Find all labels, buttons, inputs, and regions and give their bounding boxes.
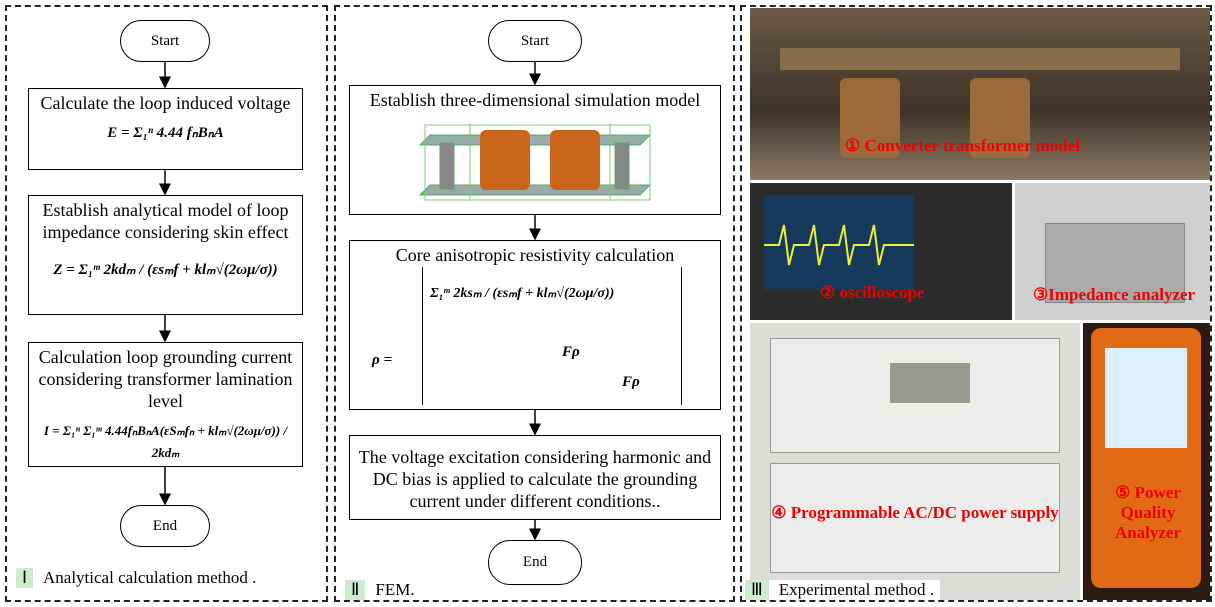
step-text: Calculate the loop induced voltage — [33, 92, 298, 114]
panel-label: Ⅲ — [745, 580, 769, 600]
step-text: Calculation loop grounding current consi… — [33, 346, 298, 412]
page: Start Calculate the loop induced voltage… — [0, 0, 1215, 607]
photo-detail — [890, 363, 970, 403]
photo-impedance-analyzer: ③Impedance analyzer — [1015, 183, 1210, 320]
model-illustration — [410, 115, 660, 205]
start-node: Start — [120, 20, 210, 62]
photo-detail — [1105, 348, 1187, 448]
step-box: Establish analytical model of loop imped… — [28, 195, 303, 315]
photo-oscilloscope: ② oscilloscope — [750, 183, 1012, 320]
caption-text: FEM. — [375, 580, 414, 600]
step-text: The voltage excitation considering harmo… — [354, 446, 716, 512]
formula: I = Σ₁ⁿ Σ₁ᵐ 4.44fₙBₙA(εSₘfₙ + klₘ√(2ωμ/σ… — [33, 420, 298, 464]
step-box: Establish three-dimensional simulation m… — [349, 85, 721, 215]
step-box: Core anisotropic resistivity calculation… — [349, 240, 721, 410]
end-node: End — [120, 505, 210, 547]
photo-label: ② oscilloscope — [820, 283, 924, 303]
formula: Fρ — [622, 371, 640, 393]
panel-label: Ⅰ — [16, 568, 33, 588]
photo-detail — [780, 48, 1180, 70]
formula: Z = Σ₁ᵐ 2kdₘ / (εsₘf + klₘ√(2ωμ/σ)) — [33, 259, 298, 281]
formula: ρ = — [372, 349, 392, 371]
photo-transformer: ① Converter transformer model — [750, 8, 1210, 180]
photo-power-quality-analyzer: ⑤ Power Quality Analyzer — [1083, 323, 1210, 600]
caption-text: Analytical calculation method . — [43, 568, 256, 588]
formula: Fρ — [562, 341, 580, 363]
step-box: Calculate the loop induced voltage E = Σ… — [28, 88, 303, 170]
caption: Ⅲ Experimental method . — [745, 580, 940, 600]
step-box: Calculation loop grounding current consi… — [28, 342, 303, 467]
step-box: The voltage excitation considering harmo… — [349, 435, 721, 520]
waveform — [764, 195, 914, 290]
caption: Ⅱ FEM. — [345, 580, 415, 600]
photo-power-supply: ④ Programmable AC/DC power supply — [750, 323, 1080, 600]
photo-label: ① Converter transformer model — [845, 136, 1080, 156]
step-text: Core anisotropic resistivity calculation — [354, 244, 716, 266]
photo-label: ③Impedance analyzer — [1033, 285, 1195, 305]
end-node: End — [488, 540, 582, 585]
caption-text: Experimental method . — [779, 580, 934, 600]
photo-label: ④ Programmable AC/DC power supply — [750, 503, 1080, 523]
panel-label: Ⅱ — [345, 580, 365, 600]
step-text: Establish analytical model of loop imped… — [33, 199, 298, 243]
formula: E = Σ₁ⁿ 4.44 fₙBₙA — [33, 122, 298, 144]
caption: Ⅰ Analytical calculation method . — [16, 568, 256, 588]
formula: Σ₁ᵐ 2ksₘ / (εsₘf + klₘ√(2ωμ/σ)) — [430, 283, 614, 305]
start-node: Start — [488, 20, 582, 62]
step-text: Establish three-dimensional simulation m… — [354, 89, 716, 111]
photo-label: ⑤ Power Quality Analyzer — [1098, 483, 1198, 543]
